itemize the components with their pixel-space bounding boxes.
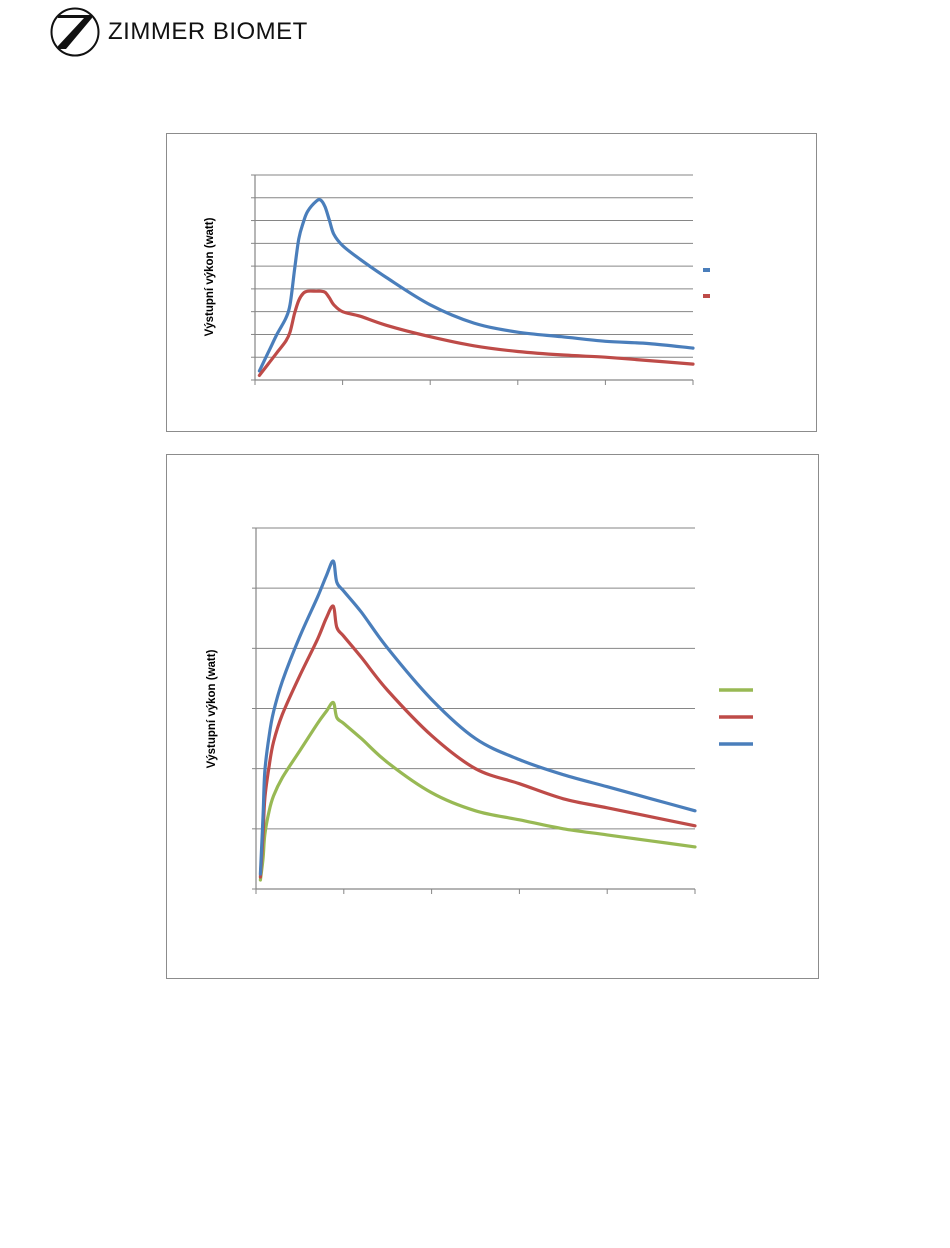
zimmer-biomet-logo: ZIMMER BIOMET: [50, 6, 308, 58]
series-line: [257, 289, 695, 377]
brand-name: ZIMMER BIOMET: [108, 18, 308, 45]
series-line: [258, 604, 697, 879]
zimmer-z-icon: [50, 7, 100, 57]
y-axis-label: Výstupní výkon (watt): [204, 217, 216, 336]
y-axis-label: Výstupní výkon (watt): [206, 649, 218, 768]
chart-panel-2: Výstupní výkon (watt): [166, 454, 819, 979]
output-power-chart-2: Výstupní výkon (watt): [206, 527, 753, 894]
series-line: [257, 197, 695, 373]
series-line: [258, 559, 697, 876]
output-power-chart-1: Výstupní výkon (watt): [204, 174, 710, 385]
chart-panel-1: Výstupní výkon (watt): [166, 133, 817, 432]
series-line: [258, 700, 697, 882]
